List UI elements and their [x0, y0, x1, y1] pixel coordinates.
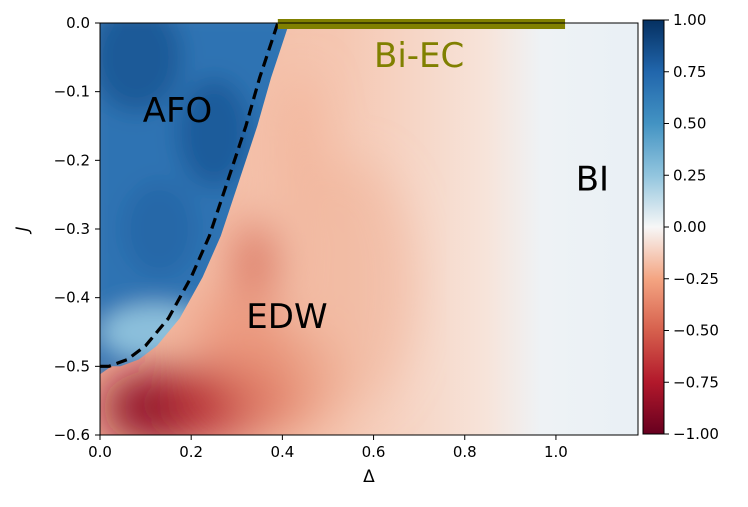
heatmap-blob — [234, 222, 276, 305]
y-axis: 0.0 −0.1 −0.2 −0.3 −0.4 −0.5 −0.6 — [54, 14, 100, 444]
heatmap-blob — [286, 160, 415, 408]
colorbar-tick-label: 0.50 — [673, 115, 706, 133]
x-tick-label: 0.8 — [453, 443, 477, 461]
y-tick-label: −0.5 — [54, 357, 90, 375]
x-axis: 0.0 0.2 0.4 0.6 0.8 1.0 — [88, 435, 568, 461]
x-axis-label: Δ — [363, 467, 375, 487]
afo-blob — [177, 77, 251, 188]
heatmap-blob — [282, 71, 319, 223]
heatmap-field — [100, 23, 638, 435]
x-tick-label: 0.0 — [88, 443, 112, 461]
afo-blob — [122, 180, 196, 278]
colorbar-tick-label: −0.75 — [673, 373, 719, 391]
colorbar-tick-label: 0.25 — [673, 166, 706, 184]
colorbar-axis: 1.00 0.75 0.50 0.25 0.00 −0.25 −0.50 −0.75 −1.00 — [664, 11, 719, 443]
y-tick-label: −0.6 — [54, 426, 90, 444]
x-tick-label: 0.2 — [179, 443, 203, 461]
phase-boundary-curve — [100, 23, 280, 368]
heatmap-blob — [191, 290, 283, 374]
region-label: EDW — [246, 297, 327, 337]
colorbar-tick-label: −1.00 — [673, 425, 719, 443]
y-tick-label: 0.0 — [66, 14, 90, 32]
afo-blob — [100, 23, 183, 113]
x-tick-label: 0.4 — [270, 443, 294, 461]
colorbar-tick-label: 0.00 — [673, 218, 706, 236]
bi-ec-bar — [277, 19, 566, 29]
colorbar-tick-label: −0.25 — [673, 270, 719, 288]
y-axis-label: J — [13, 226, 33, 234]
x-tick-label: 1.0 — [544, 443, 568, 461]
x-tick-label: 0.6 — [362, 443, 386, 461]
y-tick-label: −0.2 — [54, 151, 90, 169]
colorbar-tick-label: −0.50 — [673, 322, 719, 340]
colorbar-tick-label: 1.00 — [673, 11, 706, 29]
y-tick-label: −0.3 — [54, 220, 90, 238]
colorbar — [642, 19, 665, 435]
y-tick-label: −0.4 — [54, 289, 90, 307]
region-label: BI — [576, 159, 609, 199]
region-label: AFO — [143, 91, 213, 131]
region-label: Bi-EC — [374, 36, 464, 76]
y-tick-label: −0.1 — [54, 83, 90, 101]
colorbar-tick-label: 0.75 — [673, 63, 706, 81]
